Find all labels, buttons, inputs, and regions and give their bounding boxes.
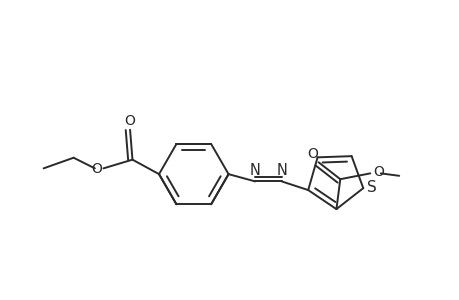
Text: N: N bbox=[275, 163, 286, 178]
Text: O: O bbox=[307, 147, 318, 160]
Text: N: N bbox=[249, 163, 260, 178]
Text: O: O bbox=[373, 165, 384, 179]
Text: O: O bbox=[124, 114, 135, 128]
Text: O: O bbox=[90, 162, 101, 176]
Text: S: S bbox=[366, 180, 376, 195]
